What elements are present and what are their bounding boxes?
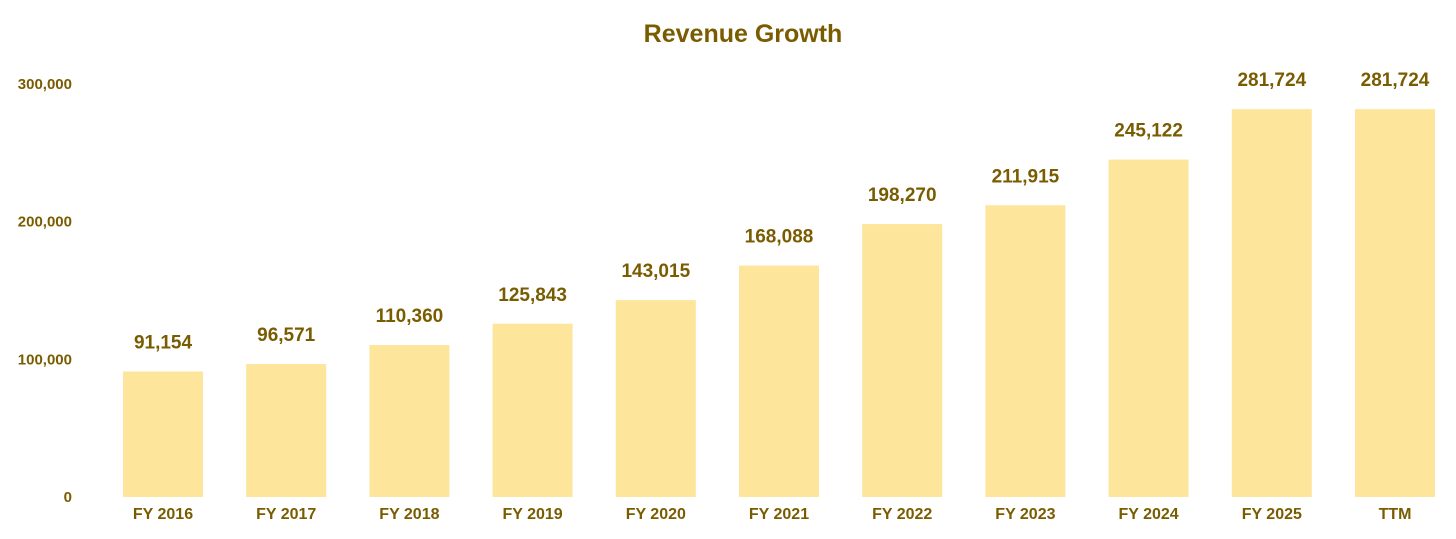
data-label: 125,843 bbox=[498, 285, 567, 306]
x-tick-label: FY 2017 bbox=[256, 506, 316, 523]
x-tick-label: FY 2021 bbox=[749, 506, 809, 523]
bars bbox=[123, 109, 1435, 498]
x-axis-tick-labels: FY 2016 FY 2017 FY 2018 FY 2019 FY 2020 FY 20… bbox=[133, 506, 1412, 523]
bar bbox=[1231, 109, 1312, 497]
x-tick-label: FY 2025 bbox=[1242, 506, 1302, 523]
bar bbox=[492, 323, 573, 497]
bar bbox=[369, 345, 450, 497]
data-label: 91,154 bbox=[134, 333, 193, 354]
data-label: 211,915 bbox=[992, 166, 1060, 187]
y-tick-label: 100,000 bbox=[18, 351, 72, 368]
bar bbox=[615, 300, 696, 497]
chart-title: Revenue Growth bbox=[644, 20, 843, 48]
bar bbox=[1108, 159, 1189, 497]
bar bbox=[1355, 109, 1435, 497]
data-label: 168,088 bbox=[745, 227, 814, 248]
data-label: 281,724 bbox=[1361, 70, 1430, 91]
data-label: 281,724 bbox=[1237, 70, 1306, 91]
y-tick-label: 200,000 bbox=[18, 214, 72, 231]
bar bbox=[246, 364, 327, 497]
data-labels: 91,154 96,571 110,360 125,843 143,015 168,088… bbox=[134, 70, 1430, 353]
bar bbox=[739, 265, 819, 497]
x-tick-label: FY 2024 bbox=[1118, 506, 1178, 523]
x-tick-label: TTM bbox=[1379, 506, 1412, 523]
data-label: 110,360 bbox=[376, 306, 444, 327]
data-label: 198,270 bbox=[868, 185, 937, 206]
bar bbox=[123, 371, 203, 497]
data-label: 96,571 bbox=[257, 325, 316, 346]
data-label: 245,122 bbox=[1114, 121, 1183, 142]
x-tick-label: FY 2016 bbox=[133, 506, 193, 523]
y-tick-label: 0 bbox=[64, 489, 72, 506]
data-label: 143,015 bbox=[621, 261, 690, 282]
x-tick-label: FY 2022 bbox=[872, 506, 932, 523]
x-tick-label: FY 2018 bbox=[379, 506, 439, 523]
x-tick-label: FY 2020 bbox=[626, 506, 686, 523]
y-tick-label: 300,000 bbox=[18, 76, 72, 93]
bar bbox=[862, 224, 943, 498]
bar bbox=[985, 205, 1066, 498]
y-axis-tick-labels: 0 100,000 200,000 300,000 bbox=[18, 76, 72, 506]
x-tick-label: FY 2023 bbox=[995, 506, 1055, 523]
x-tick-label: FY 2019 bbox=[502, 506, 562, 523]
